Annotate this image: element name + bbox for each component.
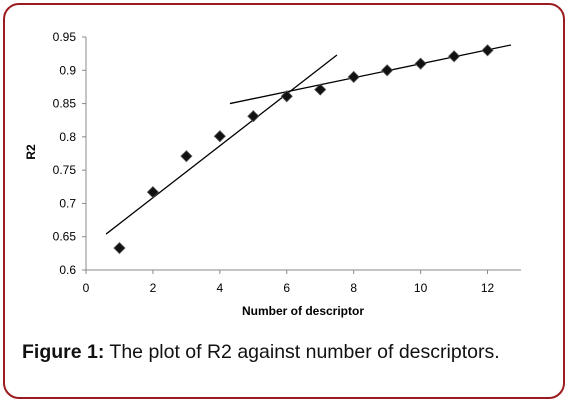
data-point [381, 64, 394, 77]
y-tick-label: 0.65 [53, 230, 77, 244]
data-point [414, 57, 427, 70]
x-axis-label: Number of descriptor [242, 304, 364, 318]
x-tick-label: 10 [414, 281, 428, 295]
data-point [247, 110, 260, 123]
x-tick-label: 6 [283, 281, 290, 295]
x-tick-label: 8 [350, 281, 357, 295]
data-point [347, 70, 360, 84]
data-point [314, 83, 327, 96]
x-tick-label: 4 [217, 281, 224, 295]
data-point [448, 50, 461, 63]
trend-line [229, 44, 512, 105]
trend-lines [105, 44, 512, 235]
caption-label: Figure 1: [22, 341, 105, 363]
data-point [146, 186, 159, 199]
x-axis-ticks: 0 2 4 6 8 10 12 [83, 270, 495, 295]
y-tick-label: 0.75 [53, 163, 77, 177]
trend-line [105, 54, 338, 235]
x-tick-label: 12 [481, 281, 495, 295]
figure-caption: Figure 1: The plot of R2 against number … [22, 336, 542, 368]
x-tick-label: 0 [83, 281, 90, 295]
y-axis-ticks: 0.6 0.65 0.7 0.75 0.8 0.85 0.9 0.95 [53, 30, 86, 277]
data-point [280, 90, 293, 103]
data-point [113, 241, 126, 255]
figure-frame [3, 3, 565, 399]
data-points [113, 44, 494, 255]
y-tick-label: 0.95 [53, 30, 77, 44]
data-point [213, 130, 226, 143]
caption-text: The plot of R2 against number of descrip… [109, 341, 500, 363]
y-tick-label: 0.85 [53, 97, 77, 111]
y-tick-label: 0.7 [59, 196, 76, 210]
data-point [180, 150, 193, 163]
y-tick-label: 0.8 [59, 130, 76, 144]
y-tick-label: 0.9 [59, 63, 76, 77]
x-tick-label: 2 [150, 281, 157, 295]
y-axis-label: R2 [24, 144, 38, 160]
y-tick-label: 0.6 [59, 263, 76, 277]
plot-axes [85, 37, 521, 271]
data-point [481, 44, 494, 57]
